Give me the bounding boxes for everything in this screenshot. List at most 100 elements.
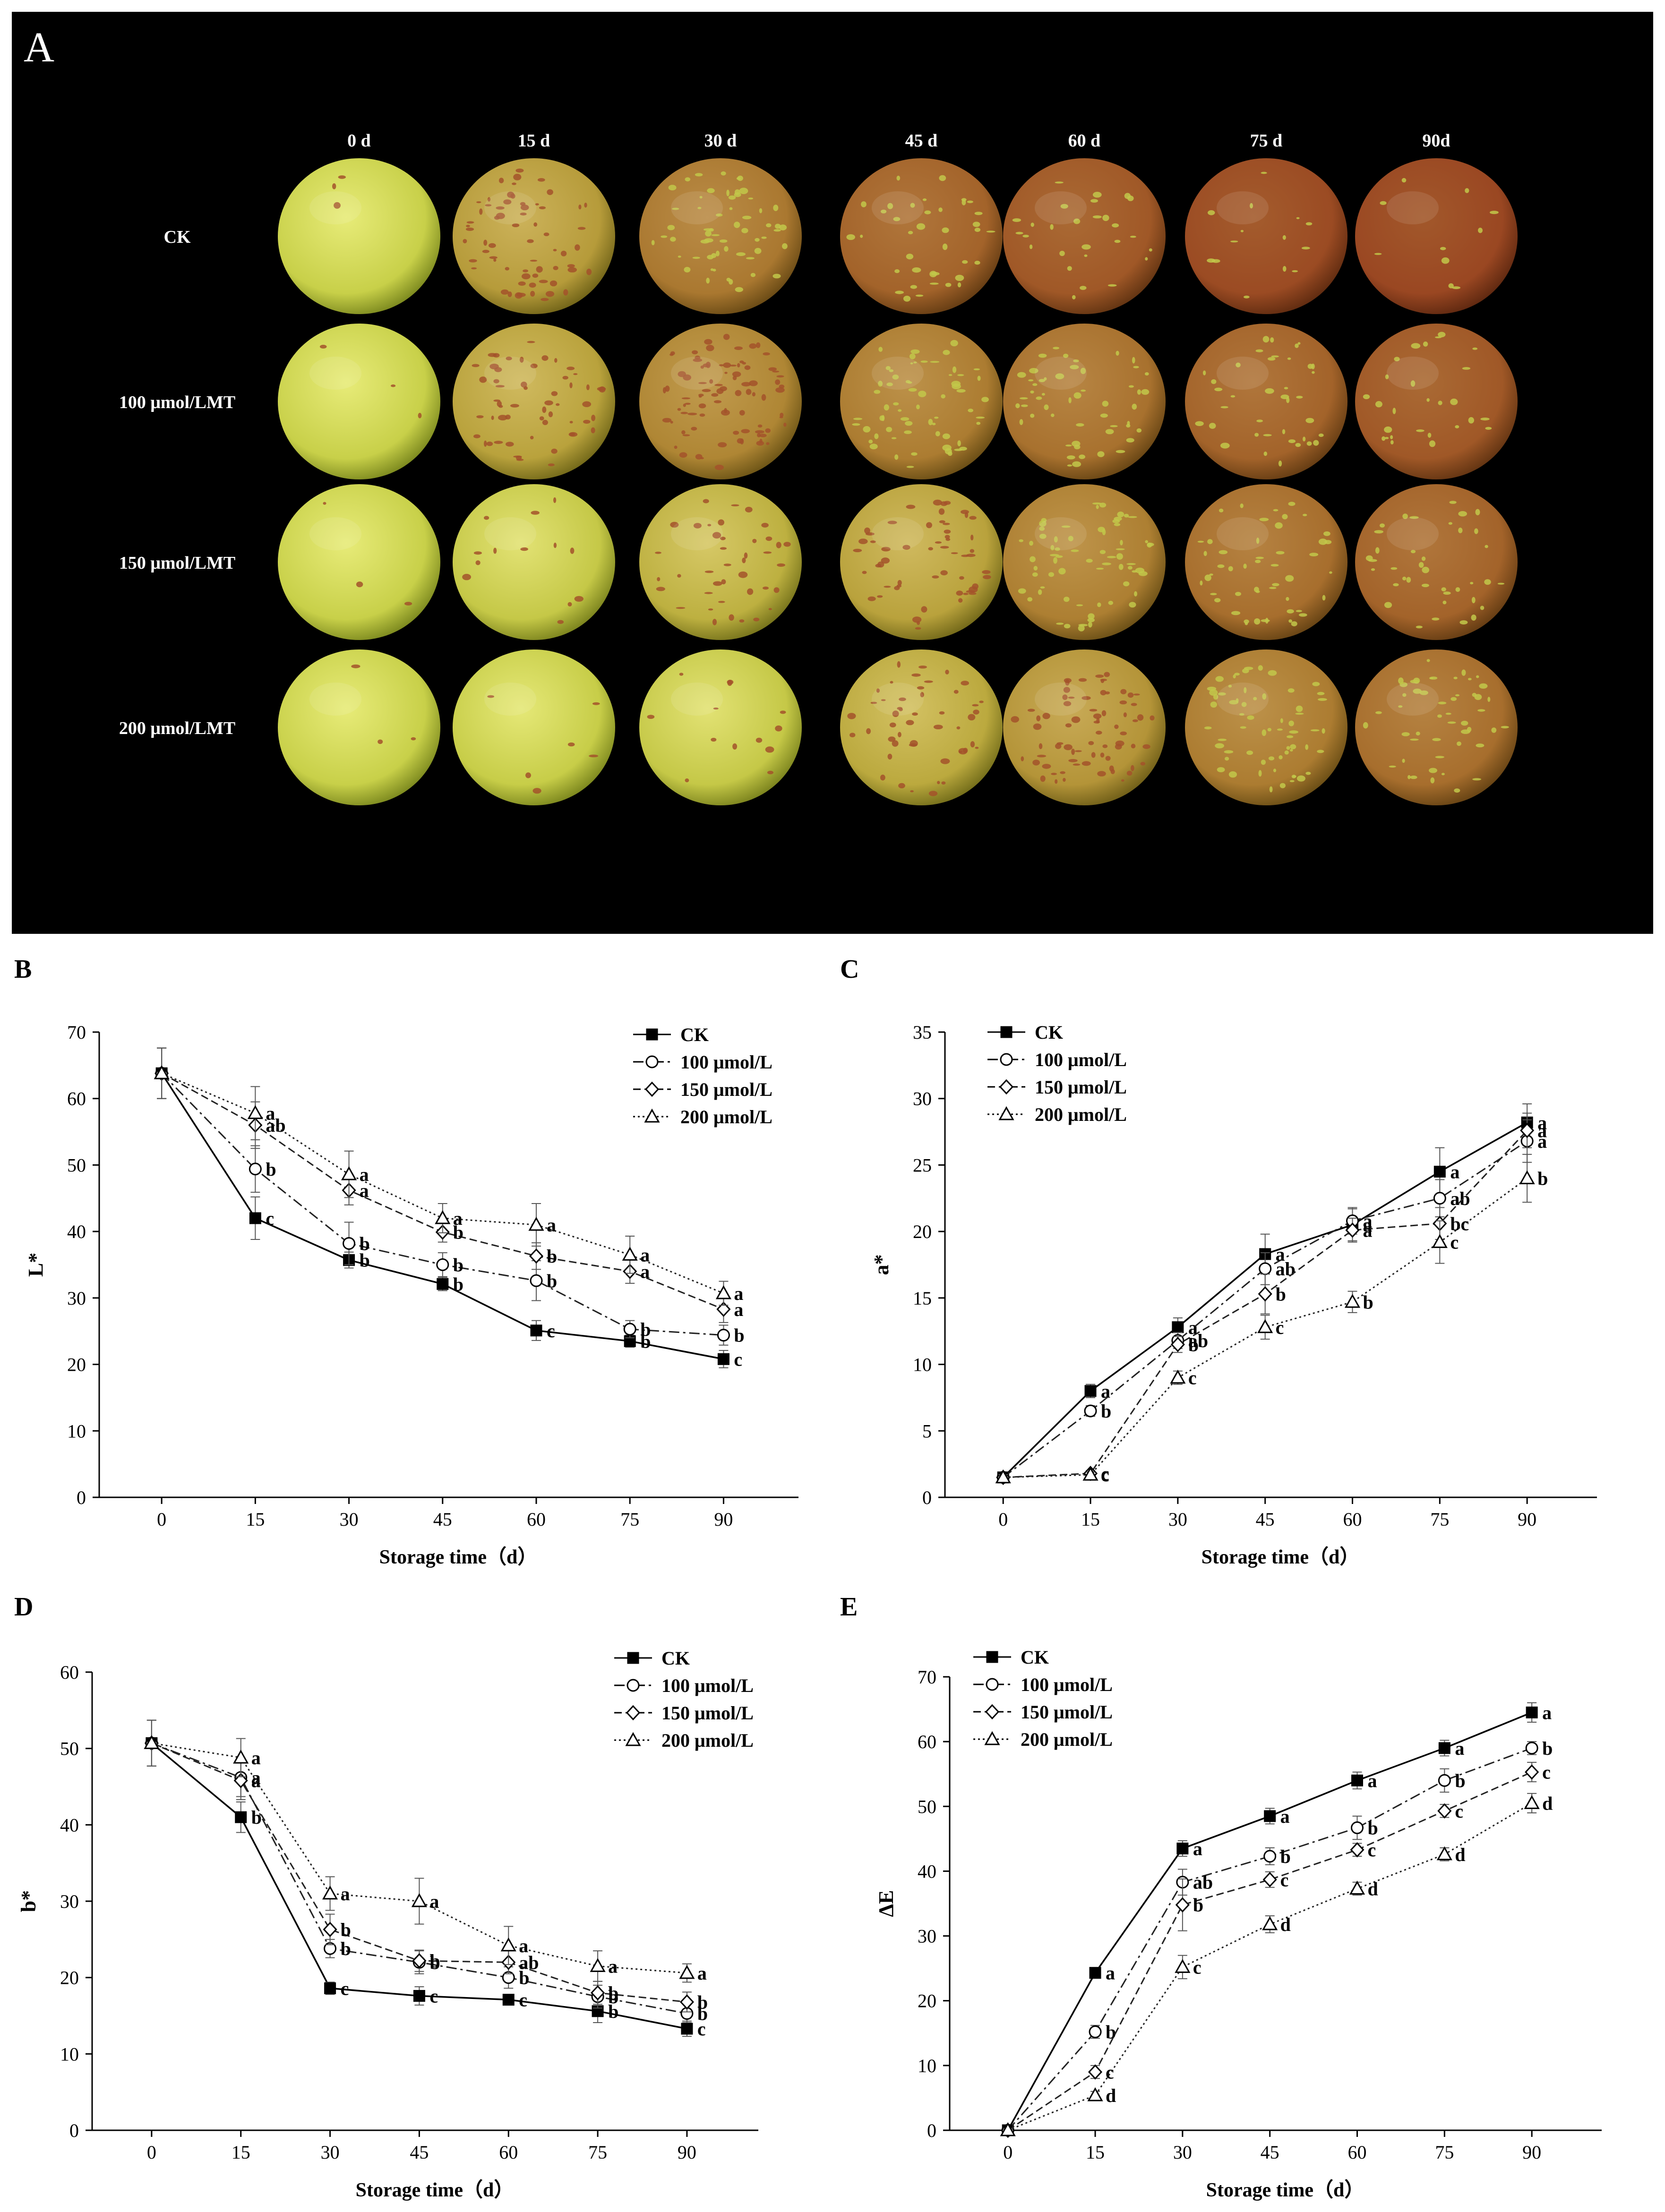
fruit-speckle bbox=[1295, 443, 1301, 447]
fruit-speckle bbox=[698, 382, 707, 384]
fruit-speckle bbox=[942, 433, 950, 439]
fruit-speckle bbox=[1447, 721, 1456, 724]
fruit-speckle bbox=[334, 202, 341, 209]
fruit-speckle bbox=[672, 207, 679, 210]
fruit-speckle bbox=[483, 440, 487, 447]
fruit-speckle bbox=[597, 387, 606, 391]
fruit-speckle bbox=[685, 177, 691, 182]
fruit-highlight bbox=[1217, 357, 1269, 390]
fruit-speckle bbox=[536, 266, 543, 273]
fruit-speckle bbox=[741, 382, 751, 387]
legend-label: 100 μmol/L bbox=[661, 1675, 754, 1696]
fruit-body bbox=[840, 649, 1003, 805]
data-point bbox=[1438, 1742, 1450, 1754]
fruit-speckle bbox=[1263, 451, 1267, 456]
fruit-speckle bbox=[1073, 359, 1079, 363]
fruit-speckle bbox=[473, 434, 481, 438]
fruit-speckle bbox=[591, 415, 596, 421]
fruit-speckle bbox=[891, 437, 897, 439]
fruit-speckle bbox=[1240, 503, 1244, 508]
legend-marker bbox=[998, 1106, 1014, 1120]
legend-marker bbox=[625, 1732, 641, 1746]
fruit-speckle bbox=[1067, 464, 1073, 467]
fruit-speckle bbox=[678, 256, 681, 258]
series-2: abb abb b bbox=[144, 1719, 708, 2013]
legend-label: 200 μmol/L bbox=[661, 1730, 754, 1751]
fruit-speckle bbox=[783, 542, 791, 547]
fruit-speckle bbox=[1296, 217, 1300, 219]
fruit-highlight bbox=[1387, 191, 1439, 224]
data-point bbox=[1524, 1795, 1540, 1809]
fruit-speckle bbox=[728, 195, 736, 200]
fruit-speckle bbox=[704, 592, 713, 594]
y-tick-label: 10 bbox=[918, 2055, 936, 2076]
fruit-speckle bbox=[1209, 573, 1213, 576]
fruit-speckle bbox=[677, 408, 681, 411]
fruit-speckle bbox=[742, 557, 746, 564]
fruit-speckle bbox=[969, 516, 977, 520]
fruit-speckle bbox=[976, 422, 981, 425]
fruit-speckle bbox=[551, 448, 558, 454]
fruit-speckle bbox=[1374, 253, 1382, 255]
fruit-speckle bbox=[739, 188, 748, 195]
fruit-speckle bbox=[1105, 429, 1114, 435]
fruit-speckle bbox=[487, 695, 494, 698]
fruit-speckle bbox=[1285, 575, 1294, 582]
fruit-speckle bbox=[734, 222, 740, 228]
fruit-speckle bbox=[973, 368, 980, 370]
fruit-speckle bbox=[878, 347, 883, 352]
fruit-speckle bbox=[951, 552, 958, 555]
fruit-speckle bbox=[707, 524, 712, 527]
fruit-speckle bbox=[943, 522, 950, 525]
chart-panel-e: E 0 10 20 30 40 50 60 70 0 15 30 45 60 75 90 Storage ti… bbox=[840, 1592, 1602, 2201]
fruit-speckle bbox=[1114, 516, 1122, 521]
fruit-highlight bbox=[484, 191, 536, 224]
fruit-speckle bbox=[699, 413, 705, 417]
significance-label: a bbox=[734, 1299, 743, 1320]
significance-label: c bbox=[1368, 1839, 1376, 1861]
fruit-speckle bbox=[1200, 581, 1203, 586]
fruit-speckle bbox=[970, 549, 975, 553]
fruit-speckle bbox=[1078, 625, 1085, 632]
data-point bbox=[154, 1065, 170, 1079]
fruit-photo bbox=[453, 324, 615, 479]
fruit-speckle bbox=[1306, 441, 1312, 446]
fruit-speckle bbox=[1064, 623, 1071, 629]
treatment-label: 200 μmol/LMT bbox=[119, 718, 235, 738]
fruit-speckle bbox=[950, 340, 958, 347]
fruit-speckle bbox=[1324, 540, 1332, 545]
fruit-speckle bbox=[1211, 259, 1220, 263]
fruit-speckle bbox=[736, 252, 746, 256]
fruit-speckle bbox=[1029, 540, 1033, 546]
y-tick-label: 70 bbox=[918, 1666, 936, 1688]
legend: CK 100 μmol/L 150 μmol/L 200 μmol/L bbox=[987, 1022, 1127, 1125]
fruit-speckle bbox=[1209, 423, 1216, 429]
fruit-highlight bbox=[1035, 517, 1087, 550]
fruit-speckle bbox=[1090, 199, 1098, 203]
fruit-speckle bbox=[723, 333, 730, 340]
fruit-speckle bbox=[1207, 539, 1213, 544]
significance-label: a bbox=[251, 1767, 261, 1788]
data-point bbox=[1084, 1385, 1097, 1397]
fruit-speckle bbox=[476, 201, 481, 204]
fruit-speckle bbox=[1214, 598, 1221, 603]
fruit-speckle bbox=[1244, 666, 1253, 670]
fruit-speckle bbox=[531, 511, 540, 515]
fruit-speckle bbox=[466, 221, 474, 224]
significance-label: ab bbox=[266, 1115, 285, 1136]
fruit-speckle bbox=[1101, 710, 1107, 717]
data-point bbox=[1525, 1764, 1539, 1780]
fruit-speckle bbox=[1487, 697, 1491, 702]
fruit-speckle bbox=[1240, 726, 1246, 729]
fruit-speckle bbox=[1211, 379, 1217, 384]
fruit-body bbox=[278, 484, 440, 640]
y-tick-label: 20 bbox=[67, 1354, 86, 1375]
fruit-speckle bbox=[972, 222, 980, 227]
fruit-speckle bbox=[1410, 380, 1416, 387]
fruit-speckle bbox=[908, 388, 917, 392]
fruit-photo bbox=[840, 324, 1003, 479]
fruit-speckle bbox=[1398, 705, 1403, 708]
